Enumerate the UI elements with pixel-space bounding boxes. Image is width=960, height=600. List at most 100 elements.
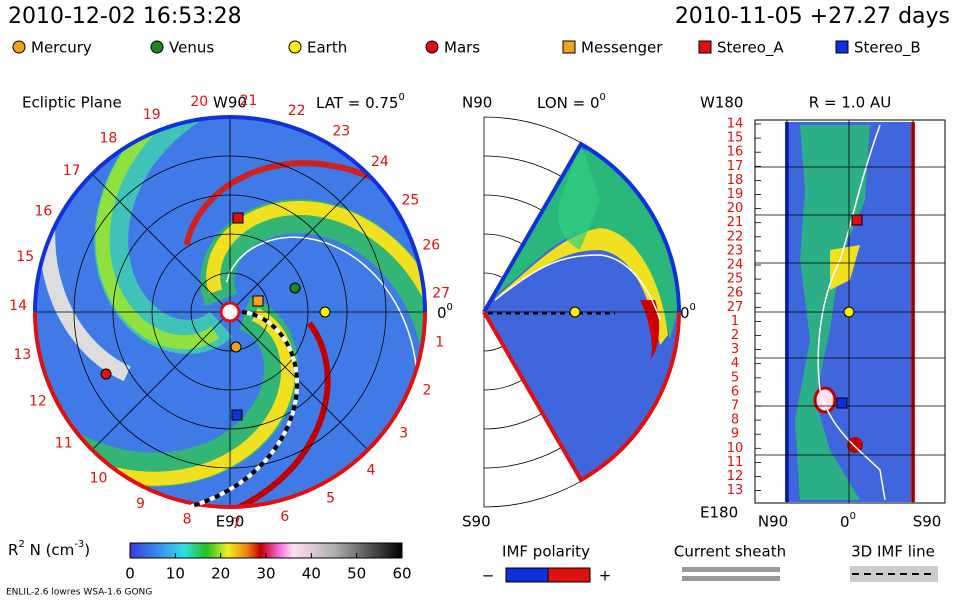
rotation-label: 15 xyxy=(727,131,744,146)
x-label: N90 xyxy=(758,513,788,531)
bottom-label: S90 xyxy=(462,513,491,531)
lat: LAT = 0.75 xyxy=(316,94,398,112)
start-time: 2010-11-05 +27.27 days xyxy=(675,4,950,29)
messenger xyxy=(252,295,264,307)
boundary-top xyxy=(33,115,427,313)
lon-label: LON = 00 xyxy=(537,92,606,112)
boundary-top xyxy=(482,141,681,314)
minus: − xyxy=(482,567,495,585)
rotation-label: 5 xyxy=(731,370,739,385)
venus xyxy=(289,282,301,294)
rotation-label: 6 xyxy=(280,509,289,525)
sup: 0 xyxy=(690,302,696,313)
rotation-label: 23 xyxy=(727,243,744,258)
rotation-label: 21 xyxy=(240,93,258,109)
rotation-label: 21 xyxy=(727,215,744,230)
earth xyxy=(319,306,331,318)
peak xyxy=(813,386,837,414)
bottom-label: E90 xyxy=(216,513,245,531)
imf-polarity-label: IMF polarity xyxy=(502,543,590,561)
current-sheath-label: Current sheath xyxy=(674,543,786,561)
colorbar-ticks: 0 10 20 30 40 50 60 xyxy=(125,553,412,583)
close: ) xyxy=(84,541,90,559)
rotation-label: 25 xyxy=(402,193,420,209)
stereo-b xyxy=(231,409,243,421)
field-band xyxy=(830,245,860,290)
n: N (cm xyxy=(25,541,74,559)
rotation-label: 8 xyxy=(731,413,739,428)
lat-label: LAT = 0.750 xyxy=(316,92,405,112)
rotation-label: 4 xyxy=(366,462,375,478)
rotation-label: 11 xyxy=(55,435,73,451)
sup: 0 xyxy=(850,511,856,522)
spiral-band xyxy=(95,117,306,350)
colorbar-tick-label: 60 xyxy=(392,565,411,583)
rotation-label: 3 xyxy=(399,426,408,442)
frame xyxy=(754,119,946,504)
rotation-label: 24 xyxy=(727,258,744,273)
legend-marker xyxy=(835,40,849,54)
legend-marker xyxy=(562,40,576,54)
rotation-label: 7 xyxy=(232,516,241,532)
sup: 0 xyxy=(398,92,404,103)
stereo-b xyxy=(836,397,848,409)
rotation-label: 16 xyxy=(727,145,744,160)
legend-marker xyxy=(12,40,26,54)
legend-label: Mercury xyxy=(31,39,92,57)
colorbar-tick-label: 30 xyxy=(256,565,275,583)
rotation-label: 10 xyxy=(727,441,744,456)
right-label: 00 xyxy=(437,302,453,322)
rotation-label: 4 xyxy=(731,356,739,371)
rotation-label: 16 xyxy=(34,203,52,219)
rotation-label: 1 xyxy=(435,335,444,351)
right-label: 00 xyxy=(680,302,696,322)
rotation-label: 1 xyxy=(731,314,739,329)
r: R xyxy=(8,541,18,559)
spiral-core xyxy=(55,321,331,507)
x-label: S90 xyxy=(913,513,942,531)
sim-time: 2010-12-02 16:53:28 xyxy=(8,4,242,29)
object-legend: Mercury Venus Earth Mars Messenger Stereo_A St… xyxy=(12,39,921,58)
deg: 0 xyxy=(840,513,850,531)
lon: LON = 0 xyxy=(537,94,600,112)
colorbar-tick-label: 50 xyxy=(347,565,366,583)
plus: + xyxy=(599,567,612,585)
spiral-band xyxy=(206,201,425,466)
rotation-label: 23 xyxy=(332,124,350,140)
rotation-label: 5 xyxy=(326,491,335,507)
colorbar-tick-label: 40 xyxy=(302,565,321,583)
top-label: W180 xyxy=(700,94,743,112)
imf-line-white xyxy=(190,310,300,509)
rotation-label: 17 xyxy=(727,159,744,174)
rotation-label: 22 xyxy=(727,229,744,244)
rotation-label: 7 xyxy=(731,399,739,414)
rotation-label: 13 xyxy=(13,347,31,363)
earth xyxy=(843,306,855,318)
legend-label: Messenger xyxy=(581,39,663,57)
rotation-label: 19 xyxy=(143,107,161,123)
rotation-label: 3 xyxy=(731,342,739,357)
radial-grid xyxy=(755,120,945,503)
rotation-labels: 1415161718192021222324252627123456789101… xyxy=(727,117,744,499)
rotation-label: 27 xyxy=(727,300,744,315)
sup: 0 xyxy=(600,92,606,103)
polarity-neg xyxy=(505,567,549,583)
rotation-label: 10 xyxy=(90,470,108,486)
footer: ENLIL-2.6 lowres WSA-1.6 GONG xyxy=(6,588,152,598)
sup: 2 xyxy=(18,539,24,550)
bottom-label: E180 xyxy=(700,504,738,522)
legend-label: Earth xyxy=(307,39,347,57)
legend-label: Stereo_A xyxy=(717,39,784,58)
legend-label: Venus xyxy=(169,39,214,57)
rotation-label: 13 xyxy=(727,483,744,498)
rotation-label: 27 xyxy=(432,286,450,302)
stereo-a xyxy=(232,212,244,224)
rotation-label: 12 xyxy=(29,394,47,410)
rotation-label: 18 xyxy=(727,173,744,188)
deg: 0 xyxy=(437,304,447,322)
rotation-label: 11 xyxy=(727,455,744,470)
deg: 0 xyxy=(680,304,690,322)
colorbar-tick-label: 10 xyxy=(166,565,185,583)
